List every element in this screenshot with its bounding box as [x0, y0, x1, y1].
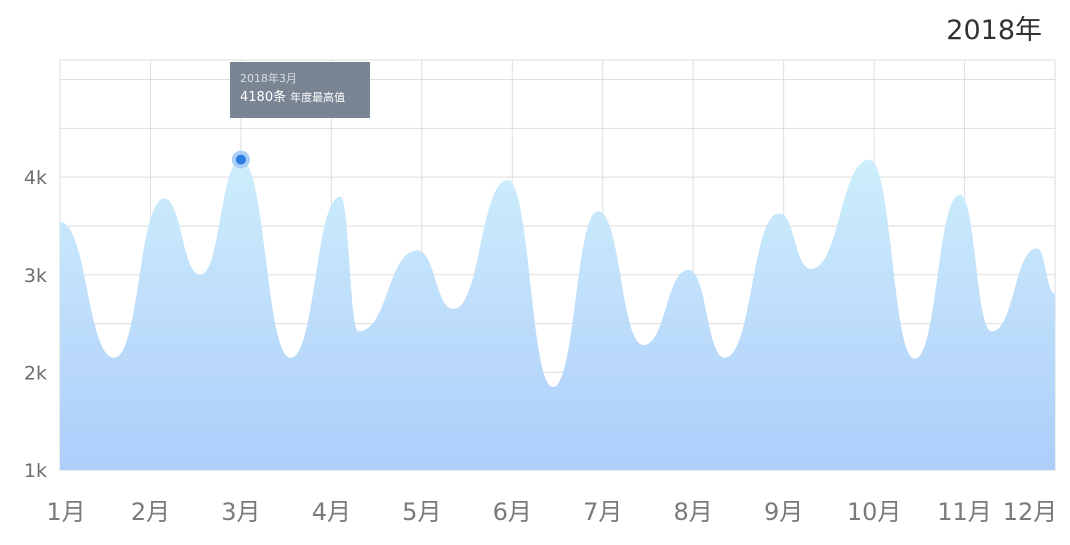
x-tick-label: 11月 — [937, 498, 992, 526]
tooltip-note: 年度最高值 — [290, 91, 346, 104]
y-tick-label: 4k — [24, 167, 47, 189]
y-tick-label: 1k — [24, 460, 47, 482]
y-tick-label: 2k — [24, 362, 47, 384]
x-tick-label: 2月 — [131, 498, 170, 526]
x-tick-label: 5月 — [402, 498, 441, 526]
marker-dot[interactable] — [235, 154, 246, 165]
peak-marker[interactable] — [231, 150, 250, 169]
x-tick-label: 12月 — [1003, 498, 1058, 526]
series-area-fill — [60, 159, 1055, 470]
x-tick-label: 3月 — [221, 498, 260, 526]
x-tick-label: 8月 — [674, 498, 713, 526]
x-tick-label: 1月 — [46, 498, 85, 526]
tooltip-value: 4180条 — [240, 90, 287, 105]
x-axis: 1月 2月 3月 4月 5月 6月 7月 8月 9月 10月 11月 12月 — [46, 498, 1057, 526]
tooltip-value-line: 4180条 年度最高值 — [240, 87, 360, 109]
tooltip: 2018年3月 4180条 年度最高值 — [230, 62, 370, 118]
x-tick-label: 10月 — [847, 498, 902, 526]
y-tick-label: 3k — [24, 265, 47, 287]
y-axis: 1k 2k 3k 4k — [24, 167, 47, 482]
x-tick-label: 9月 — [764, 498, 803, 526]
year-label: 2018年 — [946, 15, 1042, 46]
x-tick-label: 7月 — [583, 498, 622, 526]
x-tick-label: 4月 — [312, 498, 351, 526]
x-tick-label: 6月 — [493, 498, 532, 526]
series-area — [60, 159, 1055, 470]
tooltip-date: 2018年3月 — [240, 72, 297, 85]
